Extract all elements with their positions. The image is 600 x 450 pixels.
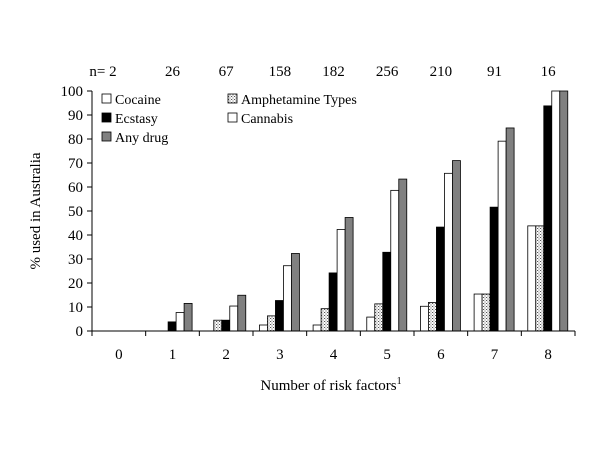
y-tick-label: 80 bbox=[68, 132, 83, 148]
n-value: n= 2 bbox=[89, 64, 116, 80]
legend-label-amphetamine-types: Amphetamine Types bbox=[241, 93, 357, 108]
axes bbox=[91, 91, 575, 332]
x-axis-label-text: Number of risk factors bbox=[260, 378, 396, 394]
n-value: 26 bbox=[165, 64, 181, 80]
bar-amphetamine-types bbox=[481, 293, 491, 332]
bar-cannabis bbox=[336, 229, 346, 332]
bar-amphetamine-types bbox=[428, 302, 437, 332]
bar-any-drug bbox=[559, 90, 569, 332]
y-axis-label: % used in Australia bbox=[28, 152, 44, 269]
bar-ecstasy bbox=[489, 206, 499, 332]
bar-cocaine bbox=[312, 324, 322, 332]
bar-cocaine bbox=[473, 293, 483, 332]
y-tick-label: 30 bbox=[68, 252, 83, 268]
legend-swatch-ecstasy bbox=[101, 112, 112, 123]
bars bbox=[167, 90, 569, 332]
sample-size-row: n= 2 26 67 158 182 256 210 91 16 bbox=[89, 64, 556, 80]
bar-cannabis bbox=[229, 305, 239, 332]
x-axis-label: Number of risk factors1 bbox=[260, 376, 401, 394]
bar-cocaine bbox=[366, 316, 376, 332]
y-tick-label: 20 bbox=[68, 276, 83, 292]
bar-cannabis bbox=[497, 140, 507, 332]
y-tick-label: 0 bbox=[76, 324, 84, 340]
bar-any-drug bbox=[291, 253, 300, 332]
bar-ecstasy bbox=[382, 251, 392, 332]
x-axis-ticks: 0 1 2 3 4 5 6 7 8 bbox=[91, 331, 576, 363]
bar-cannabis bbox=[175, 312, 185, 332]
legend-swatch-amphetamine-types bbox=[227, 93, 238, 104]
n-value: 210 bbox=[430, 64, 453, 80]
bar-cannabis bbox=[390, 189, 400, 332]
bar-cannabis bbox=[283, 265, 292, 332]
bar-cannabis bbox=[551, 90, 561, 332]
n-value: 91 bbox=[487, 64, 502, 80]
legend-swatch-cocaine bbox=[101, 93, 112, 104]
bar-ecstasy bbox=[436, 226, 445, 332]
bar-amphetamine-types bbox=[320, 308, 330, 332]
bar-any-drug bbox=[505, 127, 515, 332]
bar-amphetamine-types bbox=[213, 319, 223, 332]
x-tick-label: 8 bbox=[544, 347, 552, 363]
bar-cannabis bbox=[444, 172, 453, 332]
bar-amphetamine-types bbox=[535, 225, 545, 332]
y-tick-label: 70 bbox=[68, 156, 83, 172]
x-tick-label: 1 bbox=[169, 347, 177, 363]
legend-label-ecstasy: Ecstasy bbox=[115, 112, 158, 127]
legend: Cocaine Amphetamine Types Ecstasy Cannabis A… bbox=[101, 93, 357, 146]
bar-ecstasy bbox=[328, 272, 338, 332]
n-value: 67 bbox=[219, 64, 235, 80]
n-value: 256 bbox=[376, 64, 399, 80]
y-tick-label: 50 bbox=[68, 204, 83, 220]
bar-cocaine bbox=[259, 324, 268, 332]
legend-swatch-cannabis bbox=[227, 112, 238, 123]
legend-label-cocaine: Cocaine bbox=[115, 93, 161, 108]
x-tick-label: 3 bbox=[276, 347, 284, 363]
x-tick-label: 6 bbox=[437, 347, 445, 363]
bar-cocaine bbox=[527, 225, 537, 332]
y-tick-label: 100 bbox=[61, 84, 84, 100]
n-value: 16 bbox=[541, 64, 557, 80]
bar-any-drug bbox=[237, 294, 247, 332]
bar-any-drug bbox=[452, 160, 461, 332]
bar-cocaine bbox=[420, 305, 429, 332]
y-tick-label: 10 bbox=[68, 300, 83, 316]
y-axis-ticks: 0 10 20 30 40 50 60 70 80 90 100 bbox=[61, 84, 92, 340]
bar-any-drug bbox=[398, 178, 408, 332]
x-tick-label: 7 bbox=[491, 347, 499, 363]
n-value: 182 bbox=[322, 64, 345, 80]
legend-swatch-any-drug bbox=[101, 131, 112, 142]
x-tick-label: 2 bbox=[222, 347, 230, 363]
bar-ecstasy bbox=[167, 321, 177, 332]
x-axis-label-superscript: 1 bbox=[397, 376, 402, 387]
bar-ecstasy bbox=[221, 319, 231, 332]
x-tick-label: 0 bbox=[115, 347, 123, 363]
bar-any-drug bbox=[183, 302, 193, 332]
legend-label-cannabis: Cannabis bbox=[241, 112, 293, 127]
bar-amphetamine-types bbox=[374, 303, 384, 332]
x-tick-label: 4 bbox=[330, 347, 338, 363]
x-tick-label: 5 bbox=[383, 347, 391, 363]
legend-label-any-drug: Any drug bbox=[115, 131, 168, 146]
y-tick-label: 60 bbox=[68, 180, 83, 196]
bar-ecstasy bbox=[275, 300, 284, 332]
y-tick-label: 90 bbox=[68, 108, 83, 124]
bar-ecstasy bbox=[543, 105, 553, 332]
y-tick-label: 40 bbox=[68, 228, 83, 244]
bar-any-drug bbox=[344, 217, 354, 332]
n-value: 158 bbox=[269, 64, 292, 80]
bar-amphetamine-types bbox=[267, 315, 276, 332]
